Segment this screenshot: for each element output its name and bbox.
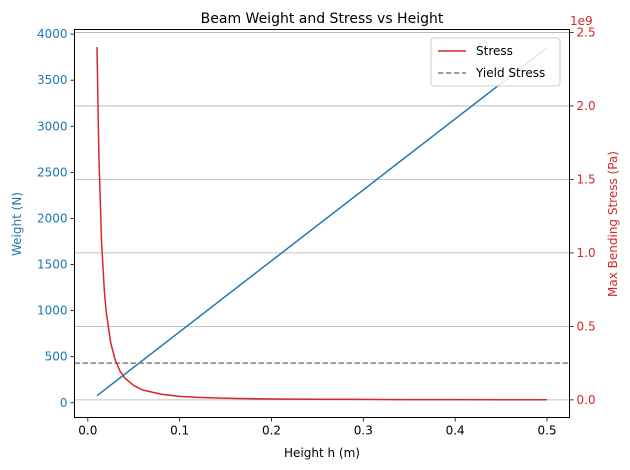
- y-left-tick-label: 1000: [37, 304, 68, 318]
- y-right-tick-label: 0.0: [577, 393, 596, 407]
- y-left-tick-label: 3500: [37, 73, 68, 87]
- y-left-axis: 0 500 1000 1500 2000 2500 3000 3500 4000: [37, 27, 75, 410]
- y-left-tick-label: 2500: [37, 165, 68, 179]
- x-axis: 0.0 0.1 0.2 0.3 0.4 0.5: [78, 417, 557, 438]
- y-right-tick-label: 0.5: [577, 319, 596, 333]
- y-left-tick-label: 1500: [37, 258, 68, 272]
- legend-label-stress: Stress: [476, 44, 513, 58]
- y-left-tick-label: 3000: [37, 119, 68, 133]
- y-left-tick-label: 0: [60, 396, 68, 410]
- series-line-stress: [96, 47, 548, 401]
- series-layer: [74, 47, 570, 401]
- y-right-tick-label: 1.5: [577, 172, 596, 186]
- y-right-tick-label: 2.0: [577, 99, 596, 113]
- x-tick-label: 0.0: [78, 424, 97, 438]
- x-tick-label: 0.5: [537, 424, 556, 438]
- y-right-tick-label: 1.0: [577, 246, 596, 260]
- chart-title: Beam Weight and Stress vs Height: [201, 11, 444, 27]
- x-tick-label: 0.3: [354, 424, 373, 438]
- y-left-tick-label: 4000: [37, 27, 68, 41]
- series-line-weight: [96, 47, 548, 397]
- legend: Stress Yield Stress: [430, 37, 561, 87]
- y-left-tick-label: 2000: [37, 211, 68, 225]
- legend-frame: [430, 37, 561, 87]
- legend-label-yield-stress: Yield Stress: [475, 66, 545, 80]
- y-left-axis-label: Weight (N): [10, 192, 24, 256]
- y-right-tick-label: 2.5: [577, 25, 596, 39]
- plot-frame: [74, 29, 570, 418]
- x-tick-label: 0.1: [170, 424, 189, 438]
- y-right-axis: 0.0 0.5 1.0 1.5 2.0 2.5: [569, 25, 596, 407]
- y-left-tick-label: 500: [45, 350, 68, 364]
- x-tick-label: 0.4: [446, 424, 465, 438]
- y-right-axis-label: Max Bending Stress (Pa): [606, 151, 620, 297]
- y-right-offset-label: 1e9: [570, 14, 593, 28]
- x-axis-label: Height h (m): [284, 446, 360, 460]
- x-tick-label: 0.2: [262, 424, 281, 438]
